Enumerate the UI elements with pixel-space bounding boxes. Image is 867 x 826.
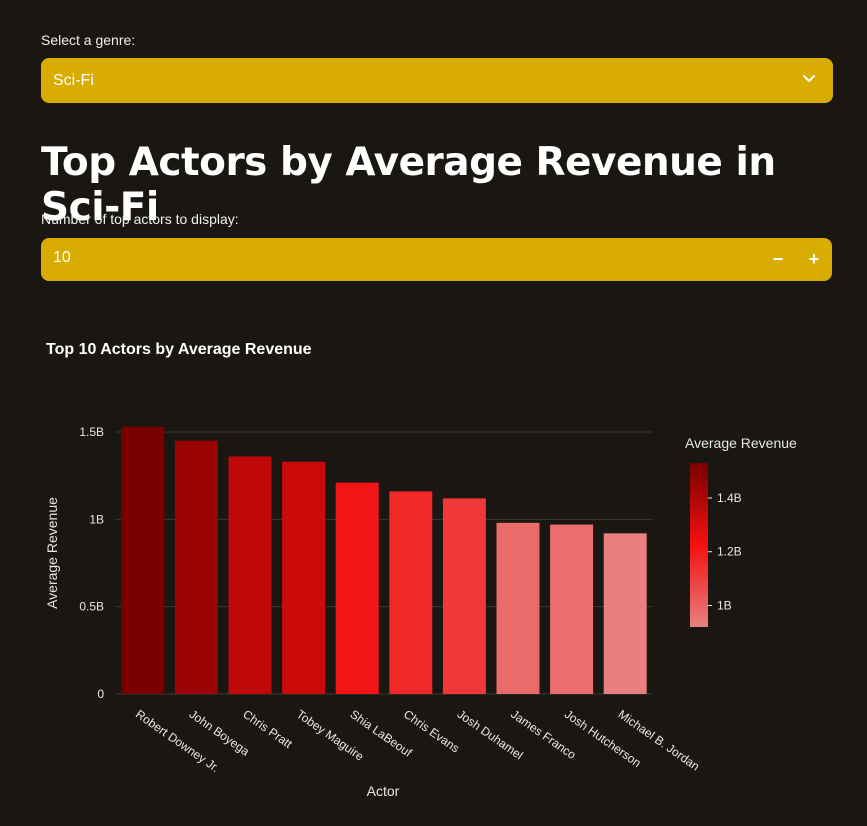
y-tick-label: 0 [97, 687, 104, 701]
bar [174, 440, 218, 694]
bar [550, 524, 594, 694]
chevron-down-icon [803, 75, 815, 82]
bar [282, 461, 326, 694]
genre-select-value: Sci-Fi [53, 71, 94, 89]
bar [496, 522, 540, 694]
colorbar-tick-label: 1.2B [717, 545, 742, 559]
count-input-value[interactable]: 10 [53, 249, 71, 266]
bar [603, 533, 647, 694]
chart-title: Top 10 Actors by Average Revenue [46, 341, 312, 358]
bar [228, 456, 272, 694]
x-axis-title: Actor [367, 783, 400, 799]
bar [442, 498, 486, 694]
page-title: Top Actors by Average Revenue in Sci-Fi [41, 140, 776, 230]
bar [121, 426, 165, 694]
bar [389, 491, 433, 694]
increment-button[interactable]: + [808, 248, 820, 269]
decrement-button[interactable]: − [772, 248, 784, 269]
y-tick-label: 1.5B [79, 425, 104, 439]
colorbar-title: Average Revenue [685, 435, 797, 451]
y-tick-label: 0.5B [79, 600, 104, 614]
count-number-input: 10 − + [41, 238, 832, 281]
count-input-label: Number of top actors to display: [41, 211, 239, 227]
colorbar [690, 463, 708, 627]
genre-select-label: Select a genre: [41, 32, 136, 48]
y-tick-label: 1B [89, 512, 104, 526]
y-axis-title: Average Revenue [44, 497, 60, 609]
genre-select[interactable]: Sci-Fi [41, 58, 833, 103]
bar [335, 482, 379, 694]
colorbar-tick-label: 1B [717, 598, 732, 612]
colorbar-tick-label: 1.4B [717, 491, 742, 505]
